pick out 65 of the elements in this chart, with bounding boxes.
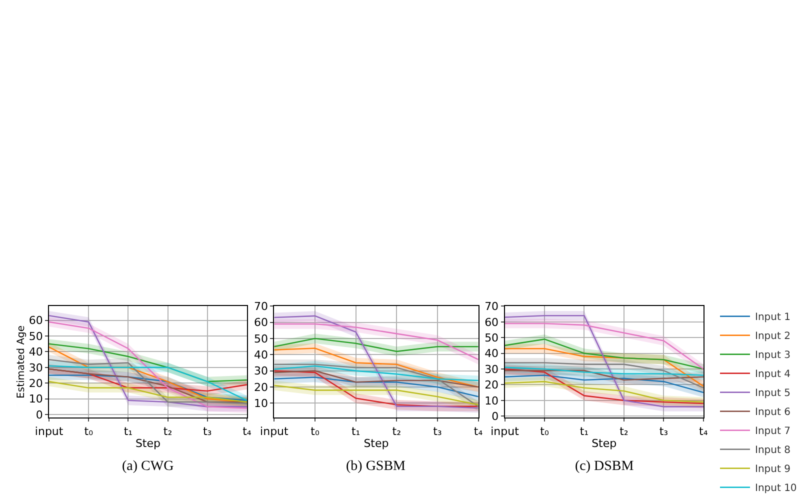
legend-label: Input 10 <box>755 483 797 494</box>
y-tick-label: 40 <box>254 348 268 362</box>
x-tick-label: input <box>260 424 290 438</box>
x-axis-title: Step <box>364 437 389 450</box>
y-tick-label: 60 <box>254 316 268 330</box>
legend-label: Input 5 <box>755 388 790 400</box>
y-tick-label: 10 <box>254 396 268 410</box>
y-tick-label: 40 <box>484 347 499 360</box>
x-axis-title: Step <box>135 437 161 450</box>
y-tick-label: 20 <box>484 378 499 392</box>
x-tick-label: t₃ <box>202 424 212 438</box>
x-tick-label: input <box>34 424 64 438</box>
x-tick-label: t₄ <box>699 424 708 438</box>
x-tick-label: t₂ <box>620 424 628 438</box>
text: (a) CWG <box>122 459 174 474</box>
x-tick-label: t₁ <box>580 424 589 438</box>
y-tick-label: 10 <box>28 392 43 406</box>
legend-label: Input 7 <box>755 426 790 438</box>
line-series <box>504 370 704 381</box>
y-tick-label: 20 <box>28 376 43 390</box>
y-tick-label: 60 <box>484 316 499 329</box>
text: (b) GSBM <box>346 459 406 474</box>
y-tick-label: 0 <box>36 408 43 422</box>
legend-label: Input 2 <box>755 331 790 342</box>
line-series <box>504 366 704 376</box>
text: (c) DSBM <box>575 459 634 474</box>
legend-label: Input 9 <box>755 464 790 476</box>
y-axis-title: Estimated Age <box>16 325 27 398</box>
x-tick-label: input <box>490 424 520 438</box>
x-tick-label: t₄ <box>474 424 484 438</box>
y-tick-label: 30 <box>484 362 499 376</box>
line-series <box>274 365 478 382</box>
line-series <box>274 338 478 352</box>
y-tick-label: 50 <box>254 332 268 346</box>
legend-label: Input 4 <box>755 369 790 380</box>
y-tick-label: 30 <box>28 361 43 374</box>
x-tick-label: t₀ <box>540 424 550 438</box>
x-tick-label: t₀ <box>310 424 320 438</box>
y-tick-label: 0 <box>492 410 499 423</box>
y-tick-label: 50 <box>484 331 499 344</box>
x-tick-label: t₃ <box>433 424 442 438</box>
line-series <box>504 374 704 394</box>
legend-label: Input 8 <box>755 445 790 456</box>
y-tick-label: 20 <box>254 380 268 394</box>
x-tick-label: t₂ <box>163 424 172 438</box>
legend-label: Input 1 <box>755 312 790 324</box>
y-tick-label: 50 <box>28 330 43 343</box>
x-tick-label: t₄ <box>242 424 252 438</box>
x-tick-label: t₃ <box>659 424 668 438</box>
y-tick-label: 40 <box>28 346 43 359</box>
y-tick-label: 70 <box>254 300 268 314</box>
x-tick-label: t₂ <box>392 424 402 438</box>
line-series <box>274 370 478 388</box>
line-series <box>274 384 478 406</box>
y-tick-label: 30 <box>254 364 268 378</box>
y-tick-label: 10 <box>484 394 499 408</box>
line-series <box>274 376 478 398</box>
y-tick-label: 60 <box>28 314 43 328</box>
legend-label: Input 6 <box>755 407 790 418</box>
x-axis-title: Step <box>592 437 617 450</box>
y-tick-label: 70 <box>484 300 499 314</box>
legend-label: Input 3 <box>755 350 790 362</box>
x-tick-label: t₀ <box>84 424 94 438</box>
x-tick-label: t₁ <box>351 424 360 438</box>
x-tick-label: t₁ <box>124 424 133 438</box>
